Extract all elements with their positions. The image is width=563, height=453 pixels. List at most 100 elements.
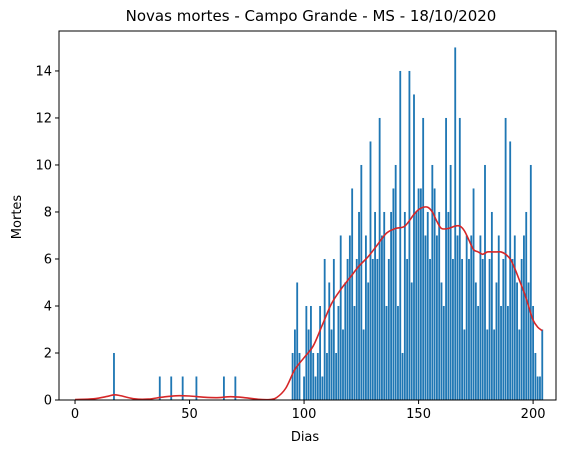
bar [381,235,383,400]
bar [445,117,447,401]
bar [417,188,420,400]
bar [307,329,310,400]
y-tick-label: 8 [44,205,52,220]
bar [513,235,516,400]
bar [312,352,315,400]
bar [484,164,486,400]
bar [355,258,358,400]
bar [511,258,514,400]
bar [353,305,356,400]
bar [449,164,452,400]
bars-group [113,47,544,401]
x-tick-label: 150 [406,407,431,422]
bar [536,376,539,400]
bar [298,352,301,400]
bar [422,117,425,401]
y-tick-label: 6 [44,252,52,267]
bar [319,305,322,400]
bar [465,235,468,400]
bar [314,376,317,400]
bar [371,258,374,400]
y-tick-label: 0 [44,394,52,409]
bar [527,282,530,400]
bar [468,258,470,400]
bar [316,352,319,400]
bar [435,235,438,400]
bar [518,329,521,400]
bar [454,47,457,400]
bar [525,211,528,400]
bar [497,235,500,400]
bar [461,258,464,400]
y-tick-label: 12 [35,111,52,126]
bar [490,211,493,400]
bar [529,164,532,400]
bar [374,211,376,400]
y-tick-label: 2 [44,346,52,361]
bar [158,376,161,400]
bar [429,258,431,400]
bar [413,94,415,401]
bar [520,258,523,400]
bar [323,258,326,400]
bar [378,117,381,401]
x-axis-label: Dias [291,430,320,445]
bar [403,211,406,400]
bar [195,376,198,400]
bar [305,305,308,400]
x-axis-ticks: 0 50 100 150 200 [71,400,546,422]
bar [222,376,225,400]
bar [376,258,379,400]
bar [351,188,354,400]
bar [360,164,363,400]
bar [399,70,402,401]
y-tick-label: 14 [35,64,52,79]
bar [328,282,331,400]
bar [481,258,484,400]
bar [332,258,335,400]
y-axis-label: Mortes [10,195,25,240]
bar [337,305,340,400]
bar [364,235,367,400]
bar [390,211,393,400]
bar [502,258,505,400]
bar [296,282,299,400]
bar [458,117,461,401]
bar [534,352,537,400]
chart-title: Novas mortes - Campo Grande - MS - 18/10… [126,7,497,25]
bar [452,258,454,400]
bar [394,164,397,400]
bar [463,329,466,400]
bar [493,329,496,400]
bar [291,352,294,400]
bar [397,305,399,400]
bar [335,352,338,400]
bar [426,211,429,400]
bar [447,211,450,400]
bar [321,376,324,400]
bar [500,305,502,400]
bar [367,282,370,400]
bar [488,258,491,400]
y-tick-label: 10 [35,158,52,173]
bar [433,188,436,400]
bar [442,305,445,400]
x-tick-label: 200 [521,407,546,422]
bar [495,282,498,400]
bar [506,305,509,400]
bar [419,188,422,400]
bar [385,305,388,400]
bar [344,282,347,400]
x-tick-label: 0 [71,407,79,422]
bar [369,141,372,400]
bar [303,376,305,400]
bar [181,376,184,400]
bar [170,376,173,400]
bar [362,329,365,400]
bar [474,282,477,400]
bar [504,117,507,401]
bar [113,352,115,400]
bar [516,282,518,400]
bar [339,235,342,400]
y-axis-ticks: 0 2 4 6 8 10 12 14 [35,64,59,409]
